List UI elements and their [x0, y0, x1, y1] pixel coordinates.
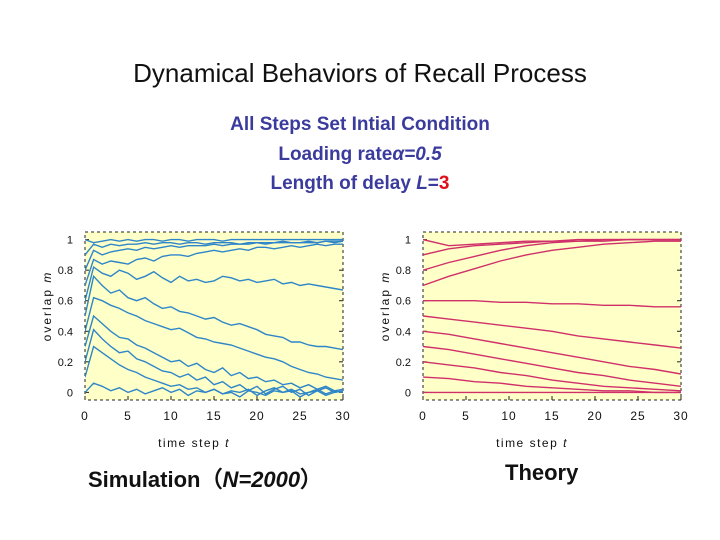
simulation-caption: Simulation（N=2000）	[88, 462, 322, 494]
y-tick-label: 0	[405, 387, 411, 399]
subtitle-loading-rate: Loading rateα=0.5	[0, 144, 720, 166]
delay-value: 3	[438, 173, 450, 194]
x-tick-label: 15	[544, 409, 559, 423]
series-line-6	[423, 315, 681, 349]
y-tick-label: 1	[405, 235, 411, 247]
series-line-3	[423, 238, 681, 271]
series-line-6	[85, 274, 343, 351]
x-tick-label: 10	[163, 409, 178, 423]
y-tick-label: 0.6	[396, 296, 411, 308]
x-axis-var: t	[225, 436, 230, 450]
series-line-8	[423, 345, 681, 387]
series-line-4	[423, 240, 681, 287]
series-line-10	[423, 376, 681, 394]
series-line-9	[85, 328, 343, 397]
delay-var: L	[416, 173, 428, 194]
sim-caption-close: ）	[300, 467, 323, 492]
series-line-1	[85, 238, 343, 244]
x-axis-label: time step t	[496, 436, 568, 450]
plot-area	[422, 231, 682, 401]
y-axis-label: overlap m	[40, 271, 54, 342]
series-line-3	[85, 240, 343, 271]
x-tick-label: 25	[630, 409, 645, 423]
sim-caption-label: Simulation（	[88, 467, 223, 492]
x-tick-label: 5	[462, 409, 470, 423]
series-line-5	[423, 299, 681, 308]
series-line-7	[85, 296, 343, 381]
y-tick-label: 0.4	[396, 326, 411, 338]
y-tick-label: 0.2	[58, 357, 73, 369]
x-axis-label: time step t	[158, 436, 230, 450]
x-tick-label: 20	[587, 409, 602, 423]
x-tick-label: 20	[249, 409, 264, 423]
loading-rate-value: α=0.5	[392, 144, 442, 165]
y-tick-label: 0	[67, 387, 73, 399]
subtitle-delay: Length of delay L=3	[0, 173, 720, 195]
x-tick-label: 0	[419, 409, 427, 423]
y-tick-label: 0.4	[58, 326, 73, 338]
sim-caption-n: N=2000	[222, 467, 301, 492]
y-axis-var: m	[378, 271, 392, 283]
y-tick-label: 1	[67, 235, 73, 247]
x-tick-label: 30	[335, 409, 350, 423]
y-tick-label: 0.8	[396, 265, 411, 277]
loading-rate-label: Loading rate	[278, 144, 393, 165]
series-line-7	[423, 330, 681, 375]
x-tick-label: 0	[81, 409, 89, 423]
series-line-11	[85, 382, 343, 398]
series-group	[423, 238, 681, 394]
x-tick-label: 5	[124, 409, 132, 423]
series-group	[85, 238, 343, 398]
plot-area	[84, 231, 344, 401]
delay-label: Length of delay	[270, 173, 417, 194]
y-tick-label: 0.8	[58, 265, 73, 277]
series-line-5	[85, 265, 343, 301]
y-tick-label: 0.6	[58, 296, 73, 308]
x-tick-label: 15	[206, 409, 221, 423]
series-line-8	[85, 314, 343, 392]
delay-eq: =	[427, 173, 439, 194]
theory-caption: Theory	[505, 460, 579, 485]
x-tick-label: 25	[292, 409, 307, 423]
series-line-4	[85, 243, 343, 286]
y-axis-var: m	[40, 271, 54, 283]
page-title: Dynamical Behaviors of Recall Process	[133, 58, 587, 88]
x-axis-var: t	[563, 436, 568, 450]
x-tick-label: 30	[673, 409, 688, 423]
y-tick-label: 0.2	[396, 357, 411, 369]
x-tick-label: 10	[501, 409, 516, 423]
subtitle-condition: All Steps Set Intial Condition	[230, 114, 490, 135]
series-line-9	[423, 361, 681, 392]
y-axis-label: overlap m	[378, 271, 392, 342]
